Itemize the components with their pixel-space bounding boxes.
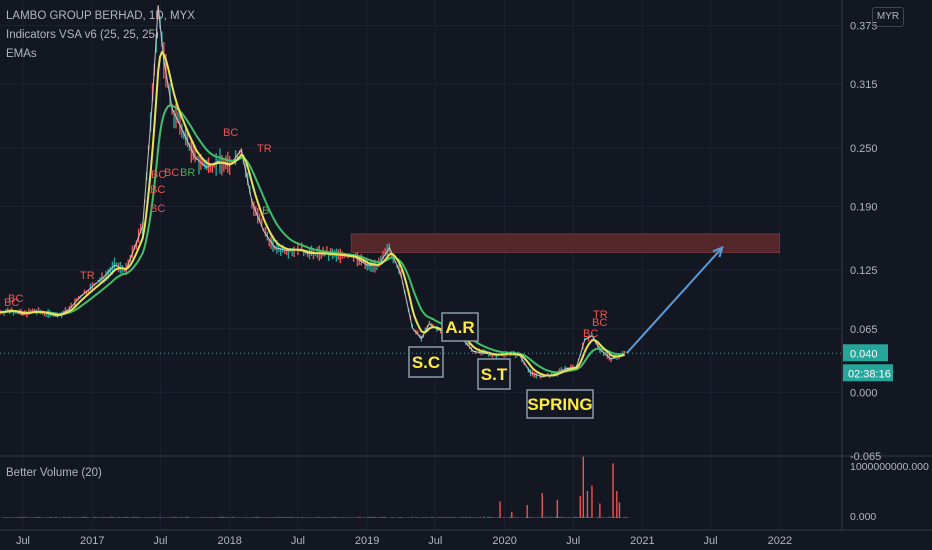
time-tick-label: Jul (566, 535, 580, 547)
vsa-label: BC (150, 203, 165, 215)
emas-title[interactable]: EMAs (6, 48, 37, 60)
countdown-label: 02:38:16 (848, 368, 891, 380)
ema-slow-path (0, 104, 625, 374)
price-tick-label: 0.125 (850, 265, 878, 277)
time-tick-label: 2021 (630, 535, 654, 547)
volume-tick-label: 0.000 (850, 511, 876, 523)
vsa-label: BC (583, 328, 598, 340)
resistance-rectangle (350, 233, 780, 253)
price-tick-label: 0.375 (850, 20, 878, 32)
vsa-label: BC (223, 127, 238, 139)
ema-slow-line (0, 104, 625, 374)
annotation-spring: SPRING (527, 395, 592, 414)
resistance-zone (350, 233, 780, 253)
price-tick-label: 0.065 (850, 324, 878, 336)
vsa-label: BC (164, 167, 179, 179)
price-tick-label: 0.190 (850, 201, 878, 213)
annotation-box-sc (408, 346, 444, 378)
annotation-box-ar (441, 312, 479, 342)
vsa-label: TR (80, 270, 95, 282)
time-tick-label: 2017 (80, 535, 104, 547)
vsa-label: BC (8, 293, 23, 305)
time-tick-label: Jul (428, 535, 442, 547)
time-axis[interactable]: Jul 2017 Jul 2018 Jul 2019 Jul 2020 Jul 2021 Jul 20… (16, 535, 792, 547)
annotation-st: S.T (481, 365, 508, 384)
time-tick-label: 2022 (768, 535, 792, 547)
currency-badge[interactable]: MYR (872, 7, 904, 27)
vsa-label: TR (593, 309, 608, 321)
symbol-title[interactable]: LAMBO GROUP BERHAD, 1D, MYX (6, 10, 195, 22)
price-line (0, 5, 625, 378)
time-tick-label: Jul (704, 535, 718, 547)
vsa-label: BC (151, 169, 166, 181)
time-tick-label: 2019 (355, 535, 379, 547)
last-price-label: 0.040 (850, 348, 878, 360)
time-tick-label: 2020 (492, 535, 516, 547)
time-tick-label: Jul (16, 535, 30, 547)
volume-pane: 1000000000.000 0.000 (1, 456, 929, 523)
arrow-shaft (625, 246, 723, 354)
vsa-label: BR (180, 167, 195, 179)
annotation-ar: A.R (445, 318, 474, 337)
annotation-box-spring (526, 389, 594, 419)
grid-lines (0, 0, 932, 531)
ema-fast-line (0, 50, 626, 377)
price-tick-label: -0.065 (850, 451, 881, 463)
volume-indicator-title[interactable]: Better Volume (20) (6, 467, 102, 479)
price-tick-label: 0.315 (850, 79, 878, 91)
vsa-label: BC (592, 317, 607, 329)
vsa-label: BC (4, 297, 19, 309)
price-tick-label: 0.000 (850, 387, 878, 399)
price-axis[interactable]: 0.375 0.315 0.250 0.190 0.125 0.065 0.000 -0.06… (843, 20, 893, 463)
price-series (0, 5, 626, 379)
annotation-box-st (477, 358, 511, 390)
price-tick-label: 0.250 (850, 143, 878, 155)
time-tick-label: 2018 (217, 535, 241, 547)
time-tick-label: Jul (291, 535, 305, 547)
vsa-label: B (262, 205, 269, 217)
time-tick-label: Jul (153, 535, 167, 547)
volume-tick-label: 1000000000.000 (850, 461, 929, 473)
wyckoff-annotations: S.C A.R S.T SPRING (408, 312, 594, 419)
last-price-badge (843, 344, 888, 362)
indicator-title[interactable]: Indicators VSA v6 (25, 25, 25) (6, 29, 159, 41)
vsa-label: TR (257, 143, 272, 155)
ema-fast-path (0, 50, 626, 377)
annotation-sc: S.C (412, 353, 440, 372)
countdown-badge (843, 364, 893, 382)
arrow-head (712, 245, 724, 258)
projection-arrow (0, 245, 842, 354)
vsa-label: BC (150, 184, 165, 196)
